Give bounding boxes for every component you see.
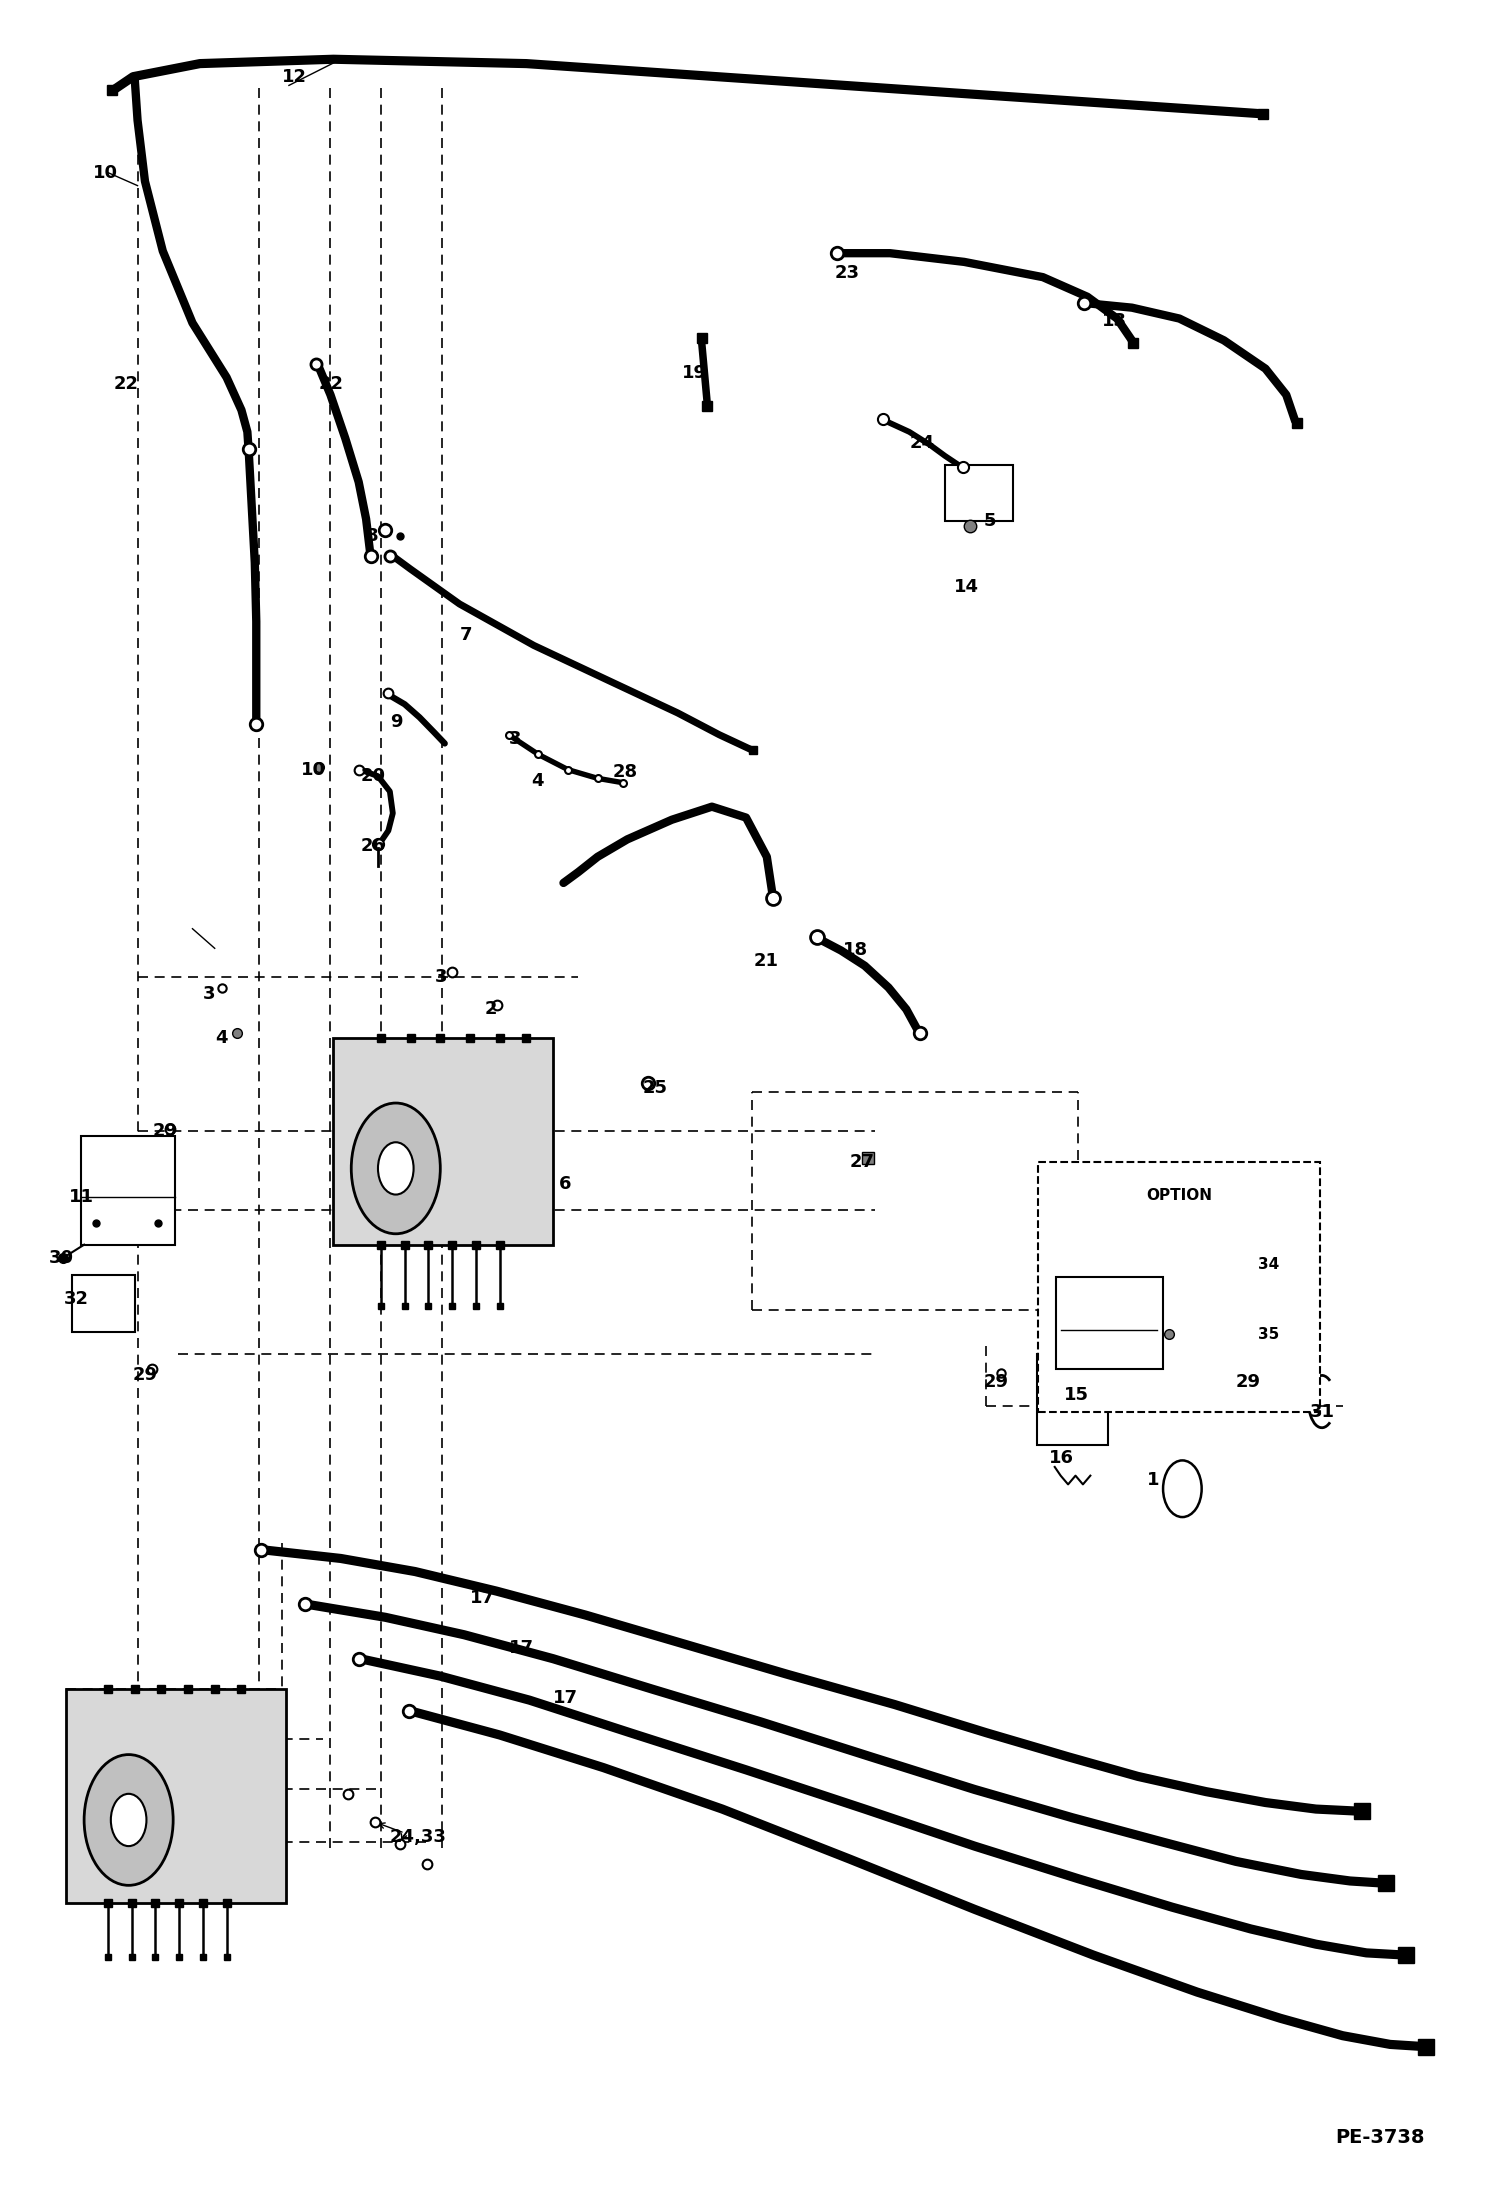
Text: 27: 27 <box>849 1154 875 1171</box>
Text: 12: 12 <box>282 68 307 86</box>
Text: 8: 8 <box>366 529 379 546</box>
Text: 35: 35 <box>1258 1327 1279 1342</box>
Text: 7: 7 <box>460 625 472 643</box>
Bar <box>72 1274 135 1331</box>
Text: OPTION: OPTION <box>1146 1189 1212 1204</box>
Text: 14: 14 <box>954 577 978 596</box>
Circle shape <box>84 1754 174 1886</box>
Text: 13: 13 <box>1103 311 1126 329</box>
Text: 10: 10 <box>93 164 118 182</box>
Text: 22: 22 <box>114 375 139 393</box>
Text: 29: 29 <box>133 1366 159 1384</box>
Text: 20: 20 <box>360 768 385 785</box>
Text: 19: 19 <box>682 364 707 382</box>
Text: 29: 29 <box>984 1373 1008 1390</box>
Text: 21: 21 <box>753 952 779 969</box>
Text: 26: 26 <box>360 838 385 855</box>
Bar <box>1037 1353 1109 1445</box>
Text: 3: 3 <box>202 985 216 1002</box>
Bar <box>1038 1162 1320 1412</box>
Circle shape <box>377 1143 413 1195</box>
Text: 6: 6 <box>559 1175 572 1193</box>
Text: 1: 1 <box>1147 1472 1159 1489</box>
Bar <box>1056 1276 1162 1368</box>
Circle shape <box>1162 1461 1201 1518</box>
Text: 24,33: 24,33 <box>389 1829 446 1847</box>
Text: 5: 5 <box>984 513 996 531</box>
Text: 3: 3 <box>434 967 446 985</box>
Bar <box>945 465 1013 522</box>
Text: 16: 16 <box>1049 1450 1074 1467</box>
Bar <box>81 1136 175 1246</box>
Text: 4: 4 <box>214 1029 228 1046</box>
Text: 17: 17 <box>553 1689 578 1706</box>
Text: 23: 23 <box>834 263 860 281</box>
Text: 17: 17 <box>509 1638 533 1658</box>
Text: 11: 11 <box>69 1189 94 1206</box>
Text: 34: 34 <box>1258 1257 1279 1272</box>
Circle shape <box>351 1103 440 1235</box>
Text: 22: 22 <box>319 375 343 393</box>
Bar <box>334 1037 553 1246</box>
Text: 32: 32 <box>63 1289 88 1309</box>
Text: 2: 2 <box>485 1000 497 1018</box>
Text: 29: 29 <box>1236 1373 1261 1390</box>
Text: 30: 30 <box>48 1248 73 1268</box>
Text: 9: 9 <box>389 713 403 730</box>
Bar <box>66 1689 286 1904</box>
Text: 25: 25 <box>643 1079 667 1096</box>
Text: 10: 10 <box>301 761 325 779</box>
Text: 18: 18 <box>842 941 867 961</box>
Text: 4: 4 <box>530 772 544 789</box>
Text: 31: 31 <box>1309 1404 1335 1421</box>
Text: 17: 17 <box>470 1588 494 1607</box>
Text: 15: 15 <box>1064 1386 1089 1404</box>
Text: PE-3738: PE-3738 <box>1335 2127 1425 2147</box>
Text: 28: 28 <box>613 763 638 781</box>
Circle shape <box>111 1794 147 1847</box>
Text: 24: 24 <box>909 434 935 452</box>
Text: 29: 29 <box>153 1123 177 1140</box>
Text: 3: 3 <box>509 730 521 748</box>
